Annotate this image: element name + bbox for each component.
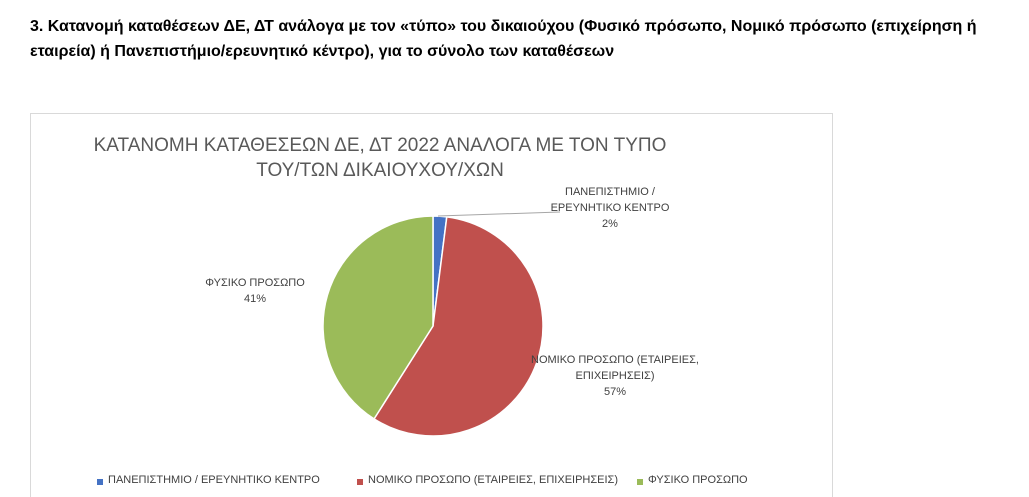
data-label-value: 41% — [243, 293, 267, 305]
legend-entry: ΦΥΣΙΚΟ ΠΡΟΣΩΠΟ — [648, 474, 748, 486]
data-label: ΦΥΣΙΚΟ ΠΡΟΣΩΠΟ 41% — [185, 275, 325, 307]
data-label-category: ΠΑΝΕΠΙΣΤΗΜΙΟ / ΕΡΕΥΝΗΤΙΚΟ ΚΕΝΤΡΟ — [550, 186, 670, 214]
data-label-value: 2% — [602, 218, 618, 230]
chart-frame — [30, 113, 833, 497]
heading: 3. Κατανομή καταθέσεων ΔΕ, ΔΤ ανάλογα με… — [30, 18, 977, 60]
data-label-category: ΝΟΜΙΚΟ ΠΡΟΣΩΠΟ (ΕΤΑΙΡΕΙΕΣ, ΕΠΙΧΕΙΡΗΣΕΙΣ) — [531, 354, 699, 382]
pie-slice — [322, 215, 434, 420]
legend-marker — [97, 479, 103, 485]
legend-entry: ΝΟΜΙΚΟ ΠΡΟΣΩΠΟ (ΕΤΑΙΡΕΙΕΣ, ΕΠΙΧΕΙΡΗΣΕΙΣ) — [368, 474, 619, 486]
data-label: ΠΑΝΕΠΙΣΤΗΜΙΟ / ΕΡΕΥΝΗΤΙΚΟ ΚΕΝΤΡΟ 2% — [535, 184, 685, 232]
chart-title: ΚΑΤΑΝΟΜΗ ΚΑΤΑΘΕΣΕΩΝ ΔΕ, ΔΤ 2022 ΑΝΑΛΟΓΑ … — [93, 135, 667, 181]
data-label-value: 57% — [603, 386, 627, 398]
data-label-category: ΦΥΣΙΚΟ ΠΡΟΣΩΠΟ — [205, 277, 305, 289]
pie-slice — [373, 216, 544, 437]
data-label: ΝΟΜΙΚΟ ΠΡΟΣΩΠΟ (ΕΤΑΙΡΕΙΕΣ, ΕΠΙΧΕΙΡΗΣΕΙΣ)… — [530, 352, 700, 400]
legend-marker — [637, 479, 643, 485]
legend-marker — [357, 479, 363, 485]
leader-line — [437, 211, 561, 217]
legend-entry: ΠΑΝΕΠΙΣΤΗΜΙΟ / ΕΡΕΥΝΗΤΙΚΟ ΚΕΝΤΡΟ — [108, 474, 320, 486]
